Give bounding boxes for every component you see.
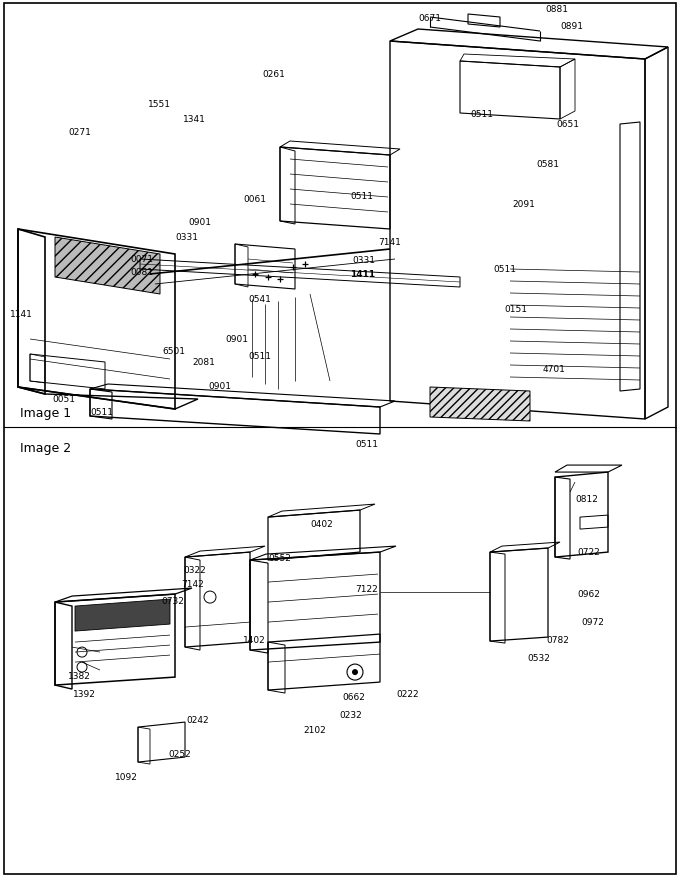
Polygon shape: [430, 387, 530, 421]
Text: 0331: 0331: [352, 255, 375, 264]
Text: 1382: 1382: [68, 672, 91, 680]
Text: 0511: 0511: [493, 264, 516, 274]
Text: 2091: 2091: [512, 200, 535, 209]
Text: 1411: 1411: [350, 270, 375, 278]
Text: 0901: 0901: [225, 335, 248, 343]
Text: 0671: 0671: [418, 14, 441, 23]
Text: 0901: 0901: [208, 382, 231, 391]
Text: 0532: 0532: [527, 653, 550, 662]
Text: 4701: 4701: [543, 364, 566, 373]
Text: 0812: 0812: [575, 494, 598, 503]
Text: 2102: 2102: [303, 725, 326, 734]
Text: 0662: 0662: [342, 692, 365, 702]
Text: 0891: 0891: [560, 22, 583, 31]
Text: 0581: 0581: [536, 160, 559, 169]
Text: 1092: 1092: [115, 772, 138, 781]
Text: 7122: 7122: [355, 585, 378, 594]
Text: 0151: 0151: [504, 305, 527, 313]
Text: 0331: 0331: [175, 233, 198, 241]
Text: 0901: 0901: [188, 218, 211, 227]
Polygon shape: [55, 238, 160, 295]
Text: 0511: 0511: [248, 351, 271, 361]
Circle shape: [352, 669, 358, 675]
Text: 0552: 0552: [268, 553, 291, 563]
Text: 7141: 7141: [378, 238, 401, 247]
Text: 0402: 0402: [310, 520, 333, 529]
Text: 0511: 0511: [470, 110, 493, 119]
Text: 0732: 0732: [161, 596, 184, 605]
Text: 0511: 0511: [355, 440, 378, 449]
Text: 1141: 1141: [10, 310, 33, 319]
Text: 0261: 0261: [262, 70, 285, 79]
Text: 0511: 0511: [350, 191, 373, 201]
Text: 0782: 0782: [546, 636, 569, 644]
Text: 0271: 0271: [68, 128, 91, 137]
Text: 0242: 0242: [186, 716, 209, 724]
Text: 0071: 0071: [130, 255, 153, 263]
Text: Image 1: Image 1: [20, 407, 71, 420]
Text: 2081: 2081: [192, 357, 215, 367]
Text: 1551: 1551: [148, 100, 171, 109]
Text: 0252: 0252: [168, 749, 191, 758]
Text: 0232: 0232: [339, 710, 362, 719]
Text: 0081: 0081: [130, 268, 153, 277]
Text: 0962: 0962: [577, 589, 600, 598]
Text: 0051: 0051: [52, 394, 75, 404]
Text: 0972: 0972: [581, 617, 604, 626]
Text: Image 2: Image 2: [20, 442, 71, 455]
Text: 1392: 1392: [73, 689, 96, 698]
Text: 6501: 6501: [162, 347, 185, 356]
Text: 1402: 1402: [243, 636, 266, 644]
Text: 0651: 0651: [556, 120, 579, 129]
Text: 0222: 0222: [396, 689, 419, 698]
Text: 0511: 0511: [90, 407, 113, 416]
Text: 0061: 0061: [243, 195, 266, 204]
Polygon shape: [75, 600, 170, 631]
Text: 1341: 1341: [183, 115, 206, 124]
Text: 0881: 0881: [545, 5, 568, 14]
Text: 7142: 7142: [181, 579, 204, 588]
Text: 0541: 0541: [248, 295, 271, 304]
Text: 0322: 0322: [183, 565, 206, 574]
Text: 0722: 0722: [577, 547, 600, 557]
